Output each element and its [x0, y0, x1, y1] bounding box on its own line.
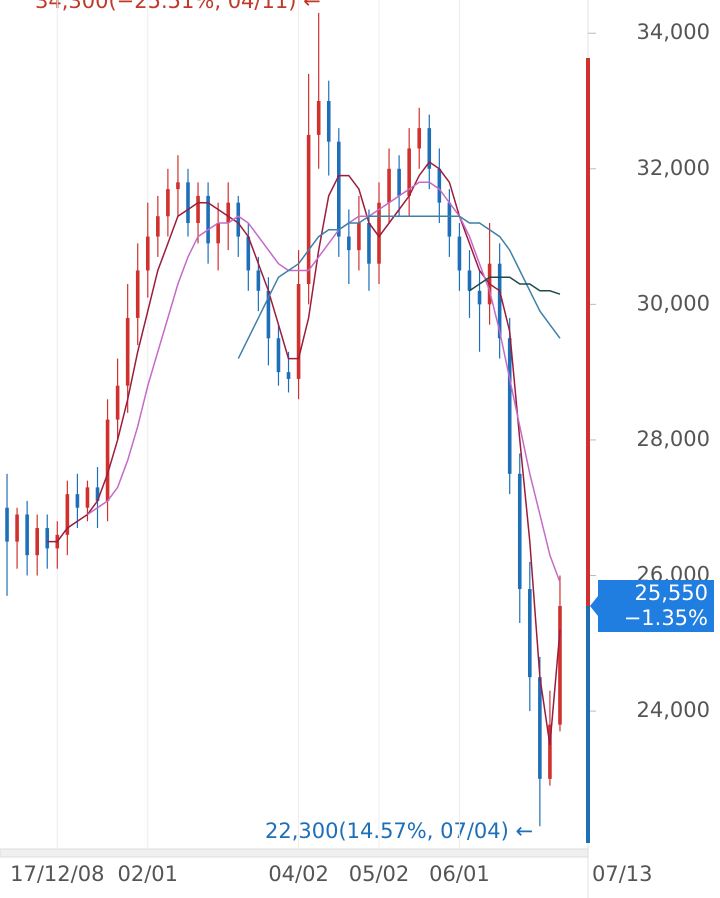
moving-average	[47, 160, 561, 746]
candle-body	[467, 270, 472, 291]
candle-body	[286, 372, 291, 379]
y-tick-label: 24,000	[637, 698, 710, 722]
candle-body	[256, 270, 261, 291]
candle-body	[347, 236, 351, 251]
candle-body	[507, 338, 512, 474]
candle-body	[226, 202, 231, 224]
candle-body	[447, 202, 452, 237]
candle-body	[115, 385, 120, 420]
candle-body	[437, 168, 442, 203]
candle-body	[236, 202, 241, 237]
x-tick-label: 06/01	[429, 862, 490, 886]
moving-average	[87, 181, 561, 583]
candle-body	[377, 202, 381, 264]
candle-body	[558, 606, 562, 725]
candle-body	[326, 101, 331, 142]
candle-body	[306, 134, 311, 285]
candle-body	[407, 148, 411, 196]
candle-body	[548, 724, 552, 779]
candle-body	[25, 514, 29, 556]
candle-body	[105, 419, 110, 501]
candle-body	[65, 494, 70, 535]
candle-body	[75, 494, 80, 508]
candle-body	[457, 236, 462, 271]
candle-body	[397, 168, 401, 196]
candle-body	[206, 195, 210, 244]
candle-body	[196, 195, 200, 224]
x-tick-label: 17/12/08	[10, 862, 104, 886]
x-tick-label: 04/02	[268, 862, 329, 886]
y-tick-label: 34,000	[637, 20, 710, 44]
candle-body	[45, 528, 50, 549]
candle-body	[35, 528, 39, 556]
candle-body	[266, 290, 271, 339]
high-annotation: 34,300(−25.51%, 04/11) ←	[35, 0, 321, 13]
candle-body	[417, 128, 422, 149]
last-price: 25,550	[635, 581, 708, 605]
candle-body	[296, 284, 301, 379]
x-tick-label: 07/13	[592, 862, 653, 886]
candle-body	[5, 507, 9, 542]
candle-body	[357, 223, 361, 251]
candle-body	[276, 338, 281, 373]
candle-body	[166, 189, 170, 217]
candle-body	[427, 128, 432, 169]
price-range-up	[586, 58, 590, 607]
candle-body	[186, 182, 190, 224]
candle-body	[538, 677, 542, 779]
candle-body	[216, 223, 220, 244]
low-annotation: 22,300(14.57%, 07/04) ←	[265, 819, 533, 843]
candle-body	[95, 487, 100, 501]
candle-body	[135, 270, 140, 318]
x-tick-label: 05/02	[349, 862, 410, 886]
moving-average	[237, 215, 561, 359]
candle-body	[497, 263, 502, 339]
last-price-box: 25,550−1.35%	[590, 580, 714, 633]
candle-body	[528, 589, 532, 678]
price-box-bg	[590, 580, 714, 633]
scrollbar	[0, 848, 589, 858]
candle-body	[15, 514, 19, 542]
candles	[5, 12, 562, 827]
last-change: −1.35%	[624, 606, 708, 630]
y-tick-label: 30,000	[637, 291, 710, 315]
y-tick-label: 28,000	[637, 427, 710, 451]
candle-body	[477, 290, 482, 305]
x-tick-label: 02/01	[118, 862, 179, 886]
candle-body	[125, 317, 130, 386]
candle-body	[316, 101, 321, 135]
candle-body	[85, 487, 90, 508]
candle-body	[517, 473, 522, 590]
candle-body	[156, 216, 160, 237]
moving-average	[469, 276, 561, 295]
candle-body	[387, 168, 391, 203]
y-tick-label: 32,000	[637, 156, 710, 180]
candle-body	[367, 223, 371, 264]
candle-body	[246, 236, 251, 271]
price-range-down	[586, 606, 590, 843]
candle-body	[176, 182, 180, 190]
candle-body	[145, 236, 150, 271]
candle-body	[336, 141, 341, 237]
